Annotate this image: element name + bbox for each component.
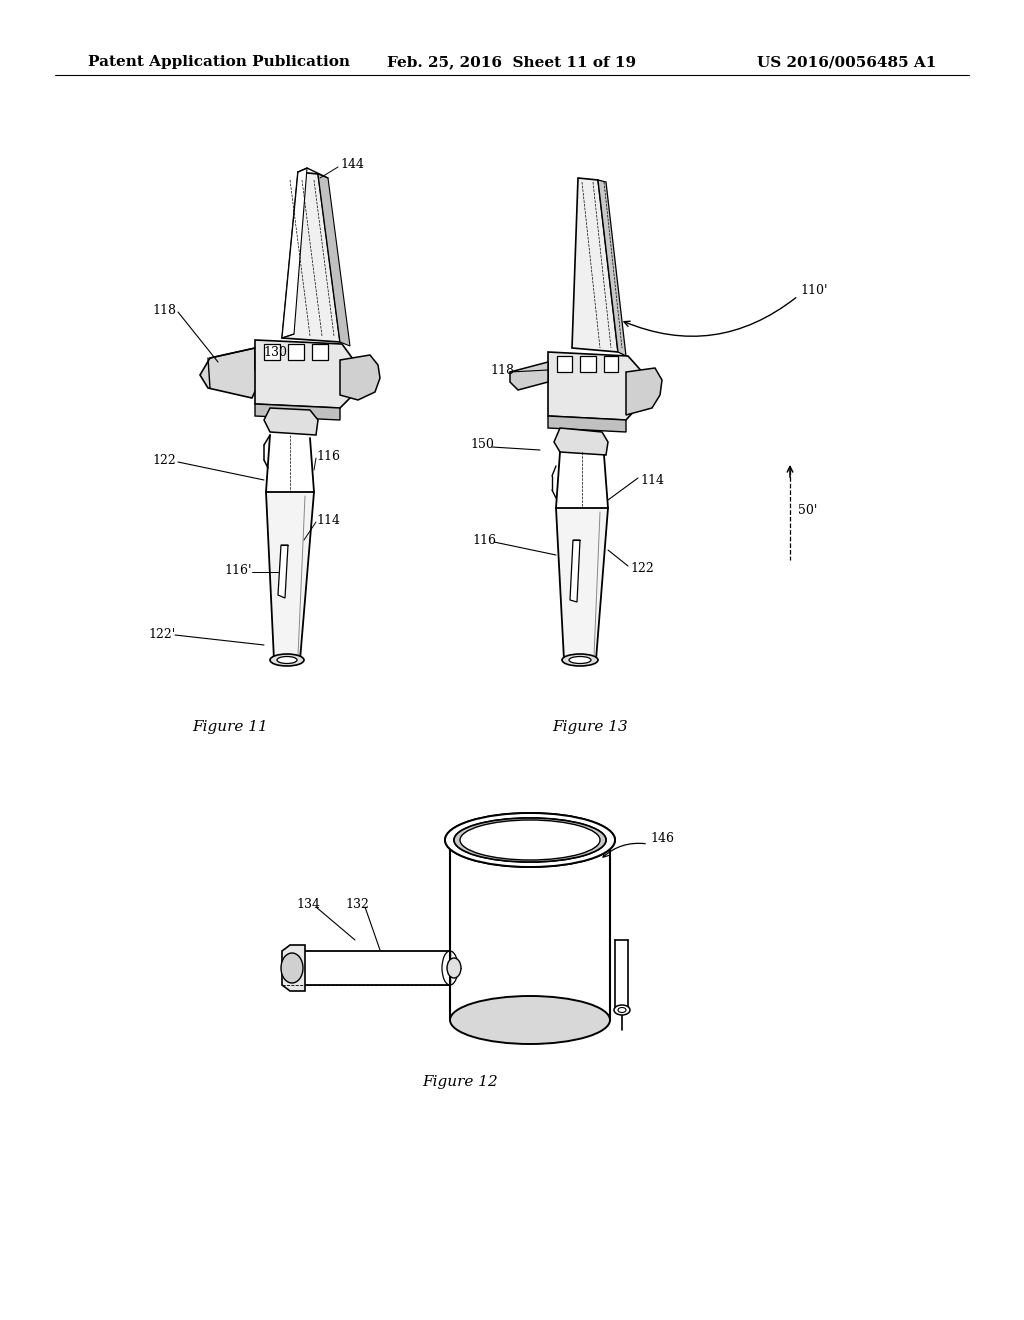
Polygon shape <box>626 368 662 414</box>
Ellipse shape <box>454 818 606 862</box>
Text: 150: 150 <box>470 438 494 451</box>
Polygon shape <box>318 174 350 346</box>
Polygon shape <box>264 408 318 436</box>
Text: US 2016/0056485 A1: US 2016/0056485 A1 <box>757 55 936 69</box>
Polygon shape <box>580 356 596 372</box>
Ellipse shape <box>562 653 598 667</box>
Text: 114: 114 <box>316 513 340 527</box>
Ellipse shape <box>618 1007 626 1012</box>
Polygon shape <box>557 356 572 372</box>
Polygon shape <box>556 508 608 660</box>
Text: 122: 122 <box>630 561 653 574</box>
Polygon shape <box>255 341 358 408</box>
Polygon shape <box>255 404 340 420</box>
Polygon shape <box>554 428 608 455</box>
Polygon shape <box>264 345 280 360</box>
Text: 110': 110' <box>800 284 827 297</box>
Text: 116': 116' <box>224 564 252 577</box>
Polygon shape <box>604 356 618 372</box>
Ellipse shape <box>447 958 461 978</box>
Text: 130: 130 <box>263 346 287 359</box>
Text: 122: 122 <box>152 454 176 466</box>
Ellipse shape <box>278 656 297 664</box>
Text: 144: 144 <box>340 158 364 172</box>
Text: 116: 116 <box>316 450 340 462</box>
Polygon shape <box>282 172 340 342</box>
Text: 132: 132 <box>345 899 369 912</box>
Text: Feb. 25, 2016  Sheet 11 of 19: Feb. 25, 2016 Sheet 11 of 19 <box>387 55 637 69</box>
Polygon shape <box>282 945 305 991</box>
Ellipse shape <box>450 997 610 1044</box>
Polygon shape <box>278 545 288 598</box>
Polygon shape <box>200 348 258 399</box>
Text: 122': 122' <box>148 628 175 642</box>
Text: Patent Application Publication: Patent Application Publication <box>88 55 350 69</box>
Polygon shape <box>266 492 314 660</box>
Text: 116: 116 <box>472 533 496 546</box>
Ellipse shape <box>281 953 303 983</box>
Polygon shape <box>570 540 580 602</box>
Ellipse shape <box>445 813 615 867</box>
Text: 118: 118 <box>152 304 176 317</box>
Polygon shape <box>548 352 645 420</box>
Text: 146: 146 <box>650 832 674 845</box>
Ellipse shape <box>454 818 606 862</box>
Text: 118: 118 <box>490 363 514 376</box>
Text: Figure 13: Figure 13 <box>552 719 628 734</box>
Ellipse shape <box>445 813 615 867</box>
Text: Figure 11: Figure 11 <box>193 719 268 734</box>
Text: 114: 114 <box>640 474 664 487</box>
Text: Figure 12: Figure 12 <box>422 1074 498 1089</box>
Polygon shape <box>288 345 304 360</box>
Polygon shape <box>510 362 548 389</box>
Polygon shape <box>282 168 307 338</box>
Polygon shape <box>312 345 328 360</box>
Polygon shape <box>340 355 380 400</box>
Polygon shape <box>548 416 626 432</box>
Ellipse shape <box>614 1005 630 1015</box>
Ellipse shape <box>270 653 304 667</box>
Text: 50': 50' <box>798 503 817 516</box>
Ellipse shape <box>569 656 591 664</box>
Text: 134: 134 <box>296 899 319 912</box>
Ellipse shape <box>460 820 600 861</box>
Polygon shape <box>598 180 626 356</box>
Polygon shape <box>572 178 618 352</box>
